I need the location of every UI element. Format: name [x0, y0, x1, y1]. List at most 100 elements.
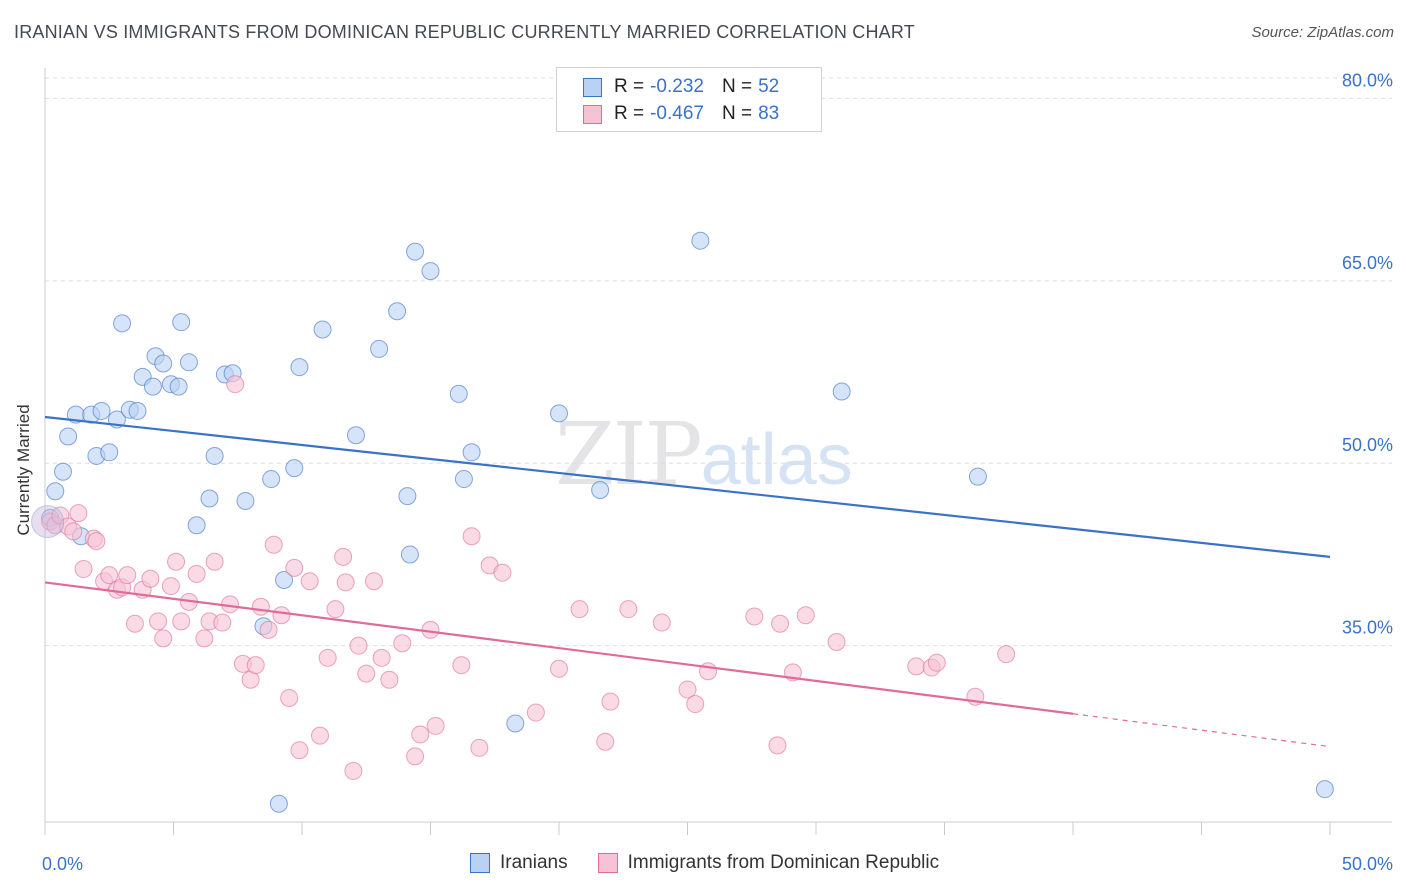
dominican-point: [907, 657, 926, 676]
iranians-point: [59, 427, 78, 446]
iranians-point: [591, 480, 610, 499]
iranians-point: [290, 358, 309, 377]
legend-item-iranians: Iranians: [470, 852, 568, 874]
dominican-point: [393, 634, 412, 653]
iranians-point: [143, 377, 162, 396]
dominican-point: [406, 747, 425, 766]
dominican-point: [796, 606, 815, 625]
iranians-point: [462, 443, 481, 462]
dominican-point: [251, 597, 270, 616]
dominican-point: [264, 535, 283, 554]
dominican-point: [349, 636, 368, 655]
dominican-point: [372, 648, 391, 667]
dominican-point: [334, 547, 353, 566]
dominican-point: [570, 600, 589, 619]
y-tick-label: 35.0%: [1342, 618, 1393, 638]
legend-row-dominican: R = -0.467 N = 83: [583, 102, 779, 126]
dominican-point: [997, 645, 1016, 664]
dominican-trend-line: [44, 581, 1074, 715]
dominican-point: [601, 692, 620, 711]
legend-swatch-blue: [470, 853, 490, 873]
dominican-point: [927, 653, 946, 672]
dominican-point: [550, 659, 568, 678]
dominican-point: [452, 656, 471, 675]
legend-n-value: 83: [758, 103, 780, 124]
stats-legend: R = -0.232 N = 52 R = -0.467 N = 83: [556, 67, 822, 132]
dominican-point: [526, 703, 545, 722]
legend-swatch-pink: [583, 104, 602, 124]
iranians-point: [262, 470, 281, 489]
iranians-point: [421, 262, 440, 281]
dominican-point: [364, 572, 383, 591]
iranians-point: [92, 401, 111, 420]
iranians-point: [400, 545, 419, 564]
dominican-point: [411, 725, 430, 744]
legend-n-label: N =: [721, 103, 753, 124]
dominican-point: [344, 761, 363, 780]
dominican-point: [318, 648, 337, 667]
iranians-point: [154, 354, 173, 373]
legend-swatch-blue: [583, 77, 602, 97]
iranians-point: [1315, 780, 1334, 799]
watermark-zip: ZIP: [555, 405, 703, 505]
iranians-point: [691, 231, 710, 250]
iranians-point: [187, 516, 206, 535]
dominican-point: [226, 375, 245, 394]
legend-r-label: R =: [614, 76, 645, 97]
iranians-point: [205, 446, 224, 465]
y-tick-label: 65.0%: [1342, 253, 1393, 273]
dominican-point: [161, 577, 180, 596]
legend-n-value: 52: [758, 76, 780, 97]
dominican-point: [300, 572, 319, 591]
legend-swatch-pink: [597, 853, 618, 873]
dominican-point: [154, 629, 173, 648]
iranians-point: [53, 462, 72, 481]
dominican-trend-extension: [1072, 713, 1331, 748]
dominican-point: [141, 569, 160, 588]
iranians-point: [169, 377, 188, 396]
dominican-point: [326, 600, 345, 619]
dominican-point: [87, 532, 106, 551]
y-tick-label: 50.0%: [1342, 435, 1393, 455]
dominican-point: [336, 573, 355, 592]
dominican-point: [462, 527, 481, 546]
x-tick-label: 0.0%: [42, 854, 83, 874]
chart-title: IRANIAN VS IMMIGRANTS FROM DOMINICAN REP…: [14, 22, 915, 42]
iranians-point: [388, 302, 407, 321]
iranians-point: [285, 459, 304, 478]
dominican-point: [195, 629, 214, 648]
iranians-point: [313, 320, 332, 339]
dominican-point: [69, 504, 88, 523]
legend-r-value: -0.232: [650, 76, 704, 97]
iranians-point: [100, 443, 119, 462]
dominican-point: [619, 600, 638, 619]
dominican-point: [246, 656, 265, 675]
overlap-point: [31, 505, 65, 539]
dominican-point: [426, 716, 445, 735]
iranians-point: [370, 339, 389, 358]
iranians-point: [346, 426, 365, 445]
dominican-point: [470, 738, 489, 757]
iranians-point: [398, 487, 417, 506]
dominican-point: [272, 606, 291, 625]
iranians-point: [179, 353, 198, 372]
dominican-point: [699, 662, 718, 681]
legend-label-dominican: Immigrants from Dominican Republic: [627, 852, 940, 873]
source-label: Source: ZipAtlas.com: [1251, 24, 1394, 41]
series-legend: Iranians Immigrants from Dominican Repub…: [470, 852, 969, 874]
legend-r-label: R =: [614, 103, 645, 124]
dominican-point: [686, 695, 705, 714]
dominican-point: [118, 566, 137, 585]
iranians-point: [454, 470, 473, 489]
dominican-point: [827, 633, 846, 652]
dominican-point: [167, 552, 186, 571]
x-tick-label: 50.0%: [1342, 854, 1393, 874]
legend-label-iranians: Iranians: [500, 852, 568, 873]
iranians-trend-line: [44, 415, 1331, 558]
dominican-point: [205, 552, 224, 571]
iranians-point: [506, 714, 525, 733]
dominican-point: [149, 612, 168, 631]
dominican-point: [213, 613, 232, 632]
dominican-point: [290, 741, 309, 760]
